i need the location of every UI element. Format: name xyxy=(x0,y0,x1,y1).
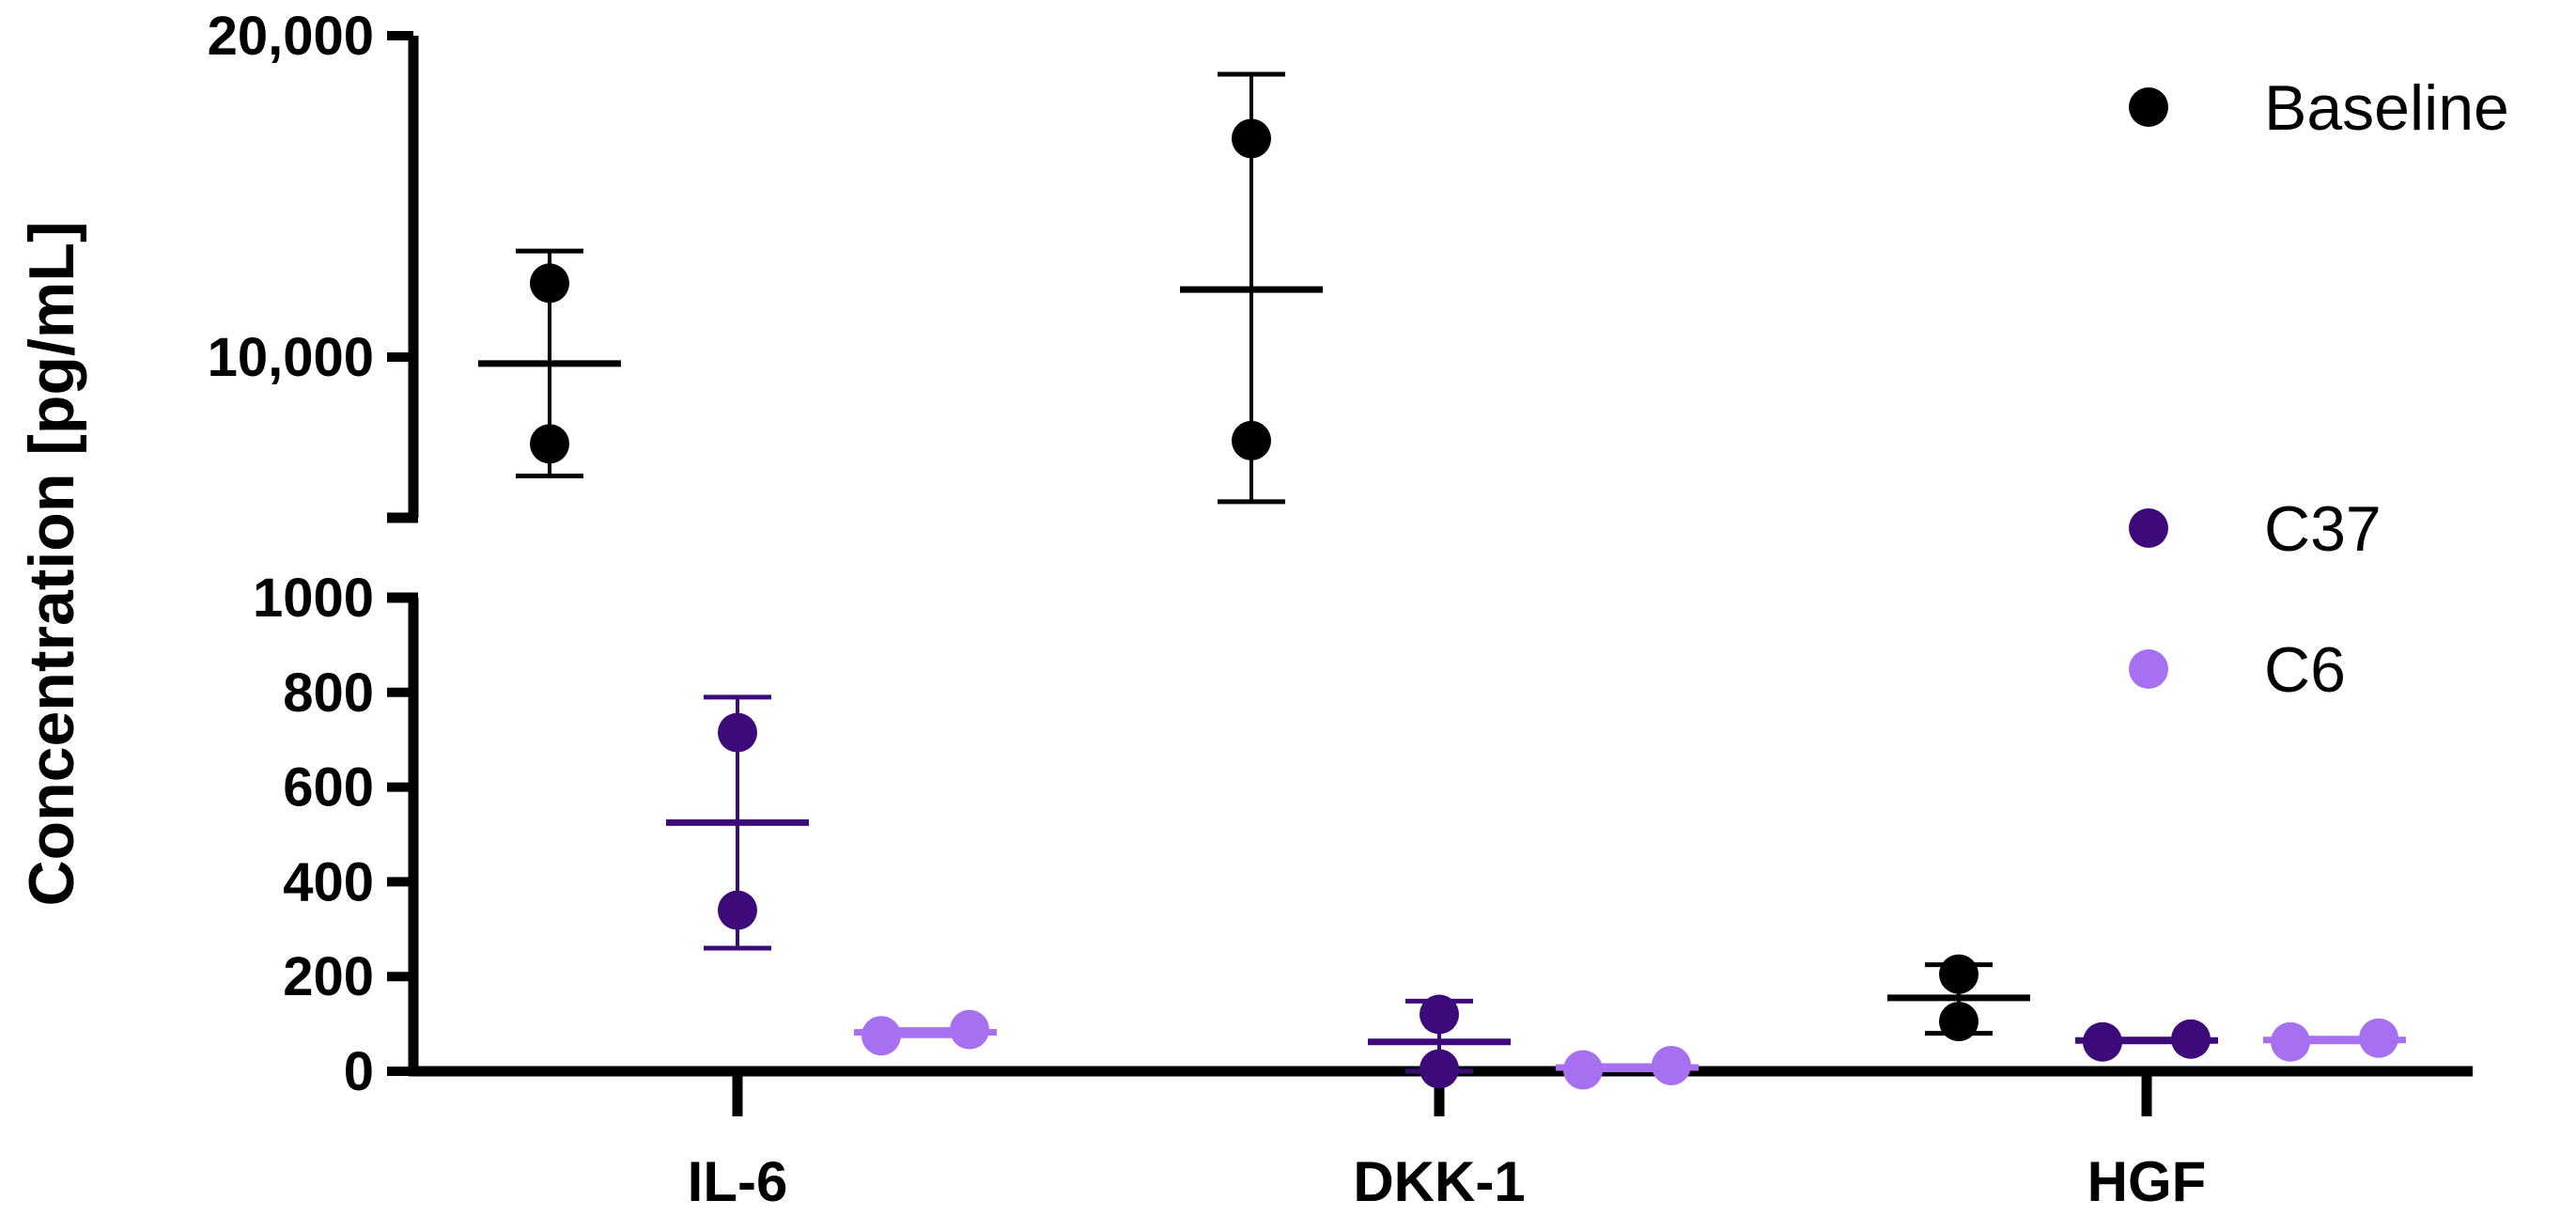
y-tick-label-0: 0 xyxy=(344,1041,374,1102)
point-c37-il-6-1 xyxy=(718,712,757,753)
point-c37-hgf-2 xyxy=(2171,1019,2211,1059)
y-tick-label-1000: 1000 xyxy=(253,568,374,629)
axes: 0 200 400 600 800 1000 10,000 20,000 IL-6 DKK-1 HG… xyxy=(208,6,2473,1213)
point-c6-dkk-1-2 xyxy=(1652,1045,1691,1085)
point-baseline-il-6-2 xyxy=(530,424,569,464)
point-c6-il-6-2 xyxy=(950,1009,989,1050)
point-baseline-il-6-1 xyxy=(530,263,569,304)
legend-label-c37: C37 xyxy=(2264,493,2382,565)
point-c6-il-6-1 xyxy=(861,1016,901,1056)
point-c6-dkk-1-1 xyxy=(1563,1050,1603,1090)
x-tick-label-il-6: IL-6 xyxy=(688,1150,788,1213)
point-baseline-dkk-1-1 xyxy=(1232,118,1271,159)
legend: Baseline C37 C6 xyxy=(2129,72,2509,706)
point-c37-il-6-2 xyxy=(718,890,757,930)
y-tick-label-10-000: 10,000 xyxy=(208,327,374,388)
point-baseline-hgf-2 xyxy=(1939,1002,1979,1042)
point-c6-hgf-2 xyxy=(2359,1018,2398,1058)
legend-label-baseline: Baseline xyxy=(2264,72,2509,144)
point-baseline-hgf-1 xyxy=(1939,954,1979,994)
legend-marker-baseline xyxy=(2129,87,2168,127)
y-tick-label-800: 800 xyxy=(283,662,374,724)
marks xyxy=(478,71,2406,1090)
y-tick-label-600: 600 xyxy=(283,757,374,818)
point-c37-hgf-1 xyxy=(2083,1021,2122,1062)
legend-marker-c37 xyxy=(2129,508,2168,548)
point-c6-hgf-1 xyxy=(2271,1021,2310,1062)
point-c37-dkk-1-1 xyxy=(1420,994,1459,1035)
y-axis-title: Concentration [pg/mL] xyxy=(16,221,87,906)
x-tick-label-dkk-1: DKK-1 xyxy=(1353,1150,1525,1213)
x-tick-label-hgf: HGF xyxy=(2087,1150,2207,1213)
y-tick-label-200: 200 xyxy=(283,946,374,1007)
point-c37-dkk-1-2 xyxy=(1420,1049,1459,1089)
y-tick-label-20-000: 20,000 xyxy=(208,6,374,67)
y-tick-label-400: 400 xyxy=(283,851,374,912)
legend-marker-c6 xyxy=(2129,649,2168,689)
point-baseline-dkk-1-2 xyxy=(1232,420,1271,460)
legend-label-c6: C6 xyxy=(2264,634,2346,706)
